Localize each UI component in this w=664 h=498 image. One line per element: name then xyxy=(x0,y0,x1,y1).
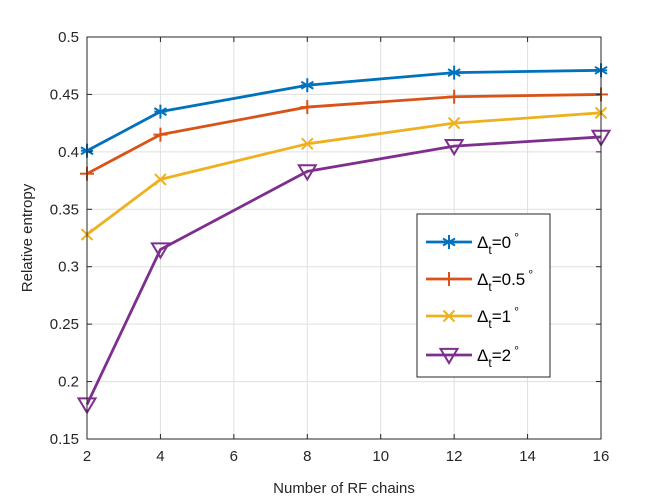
x-tick-label: 12 xyxy=(446,448,463,465)
legend-entry: Δt=0.5 ∘ xyxy=(426,266,534,294)
legend-entry: Δt=0 ∘ xyxy=(426,229,520,257)
x-tick-label: 6 xyxy=(230,448,238,465)
legend-label: Δt=0.5 ∘ xyxy=(477,266,534,294)
x-tick-label: 16 xyxy=(593,448,610,465)
x-tick-label: 4 xyxy=(156,448,164,465)
y-tick-label: 0.15 xyxy=(50,431,79,448)
y-tick-label: 0.5 xyxy=(58,29,79,46)
data-point xyxy=(447,89,462,104)
data-point xyxy=(447,65,461,80)
series-layer xyxy=(76,63,612,415)
x-tick-label: 2 xyxy=(83,448,91,465)
y-tick-label: 0.45 xyxy=(50,86,79,103)
legend-entry: Δt=1 ∘ xyxy=(426,303,520,331)
data-point xyxy=(150,242,171,260)
data-point xyxy=(153,127,168,142)
data-point xyxy=(300,100,315,115)
y-tick-label: 0.25 xyxy=(50,316,79,333)
triangle-down-marker xyxy=(438,347,460,366)
x-tick-label: 10 xyxy=(372,448,389,465)
tick-labels: 2 4 6 8 10 12 14 16 0.15 0.2 0.25 0.3 0.35 0.4 0.45 0.5 xyxy=(50,29,610,465)
axes xyxy=(86,36,602,440)
y-tick-label: 0.2 xyxy=(58,374,79,391)
y-tick-label: 0.3 xyxy=(58,259,79,276)
data-point xyxy=(153,104,167,119)
x-tick-label: 8 xyxy=(303,448,311,465)
y-axis-label: Relative entropy xyxy=(19,183,36,292)
asterisk-marker xyxy=(442,235,456,249)
y-tick-label: 0.4 xyxy=(58,144,79,161)
x-axis-label: Number of RF chains xyxy=(273,480,415,497)
axes-box xyxy=(86,36,602,440)
y-tick-label: 0.35 xyxy=(50,201,79,218)
legend-label: Δt=1 ∘ xyxy=(477,303,520,331)
legend-label: Δt=0 ∘ xyxy=(477,229,520,257)
data-point xyxy=(301,137,314,151)
legend-label: Δt=2 ∘ xyxy=(477,342,520,370)
plus-marker xyxy=(442,272,456,286)
data-point xyxy=(154,173,167,186)
series-3 xyxy=(80,106,608,241)
data-point xyxy=(300,78,314,93)
data-point xyxy=(447,116,461,130)
legend: Δt=0 ∘ Δt=0.5 ∘ Δt=1 ∘ Δt=2 ∘ xyxy=(416,213,551,378)
data-point xyxy=(443,138,465,157)
data-point xyxy=(297,164,318,182)
legend-entry: Δt=2 ∘ xyxy=(426,342,520,370)
series-line xyxy=(85,135,602,406)
x-tick-label: 14 xyxy=(519,448,536,465)
x-marker xyxy=(442,309,456,323)
